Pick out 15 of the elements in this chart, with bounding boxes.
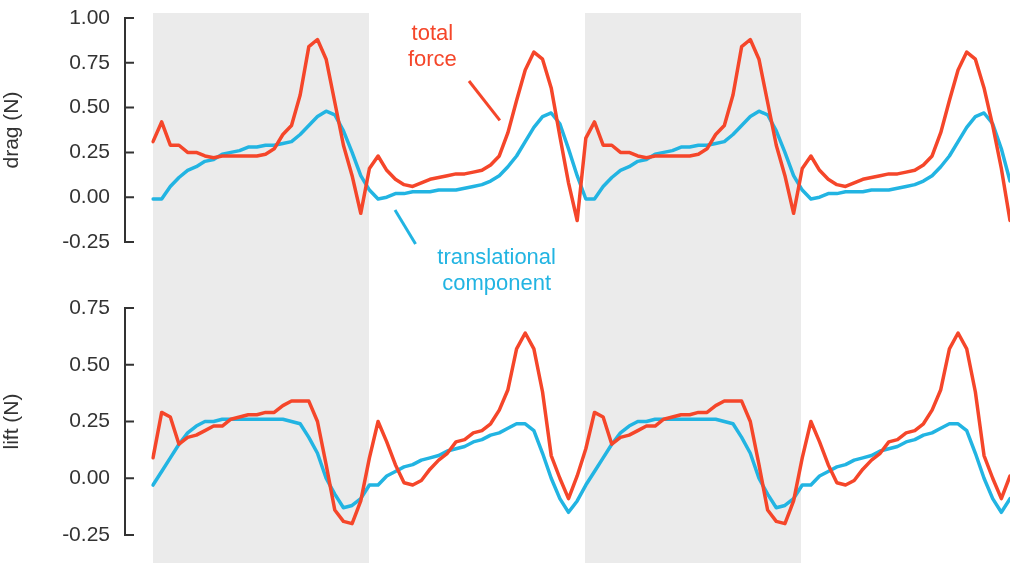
y-axis-title: drag (N) <box>0 91 23 169</box>
y-tick-label: 0.00 <box>69 184 110 207</box>
text: translational component <box>437 244 556 296</box>
y-axis-title: lift (N) <box>0 393 23 450</box>
y-tick-label: 0.25 <box>69 139 110 163</box>
y-tick-label: 0.50 <box>69 351 110 375</box>
y-tick-label: 0.75 <box>69 49 110 73</box>
y-tick-label: 0.75 <box>69 294 110 318</box>
y-tick-label: 0.50 <box>69 94 110 118</box>
y-tick-label: -0.25 <box>62 228 110 252</box>
text: total force <box>407 20 457 72</box>
y-tick-label: 0.00 <box>69 465 110 489</box>
y-tick-label: 1.00 <box>69 4 110 28</box>
y-tick-label: -0.25 <box>62 521 110 545</box>
y-tick-label: 0.25 <box>69 408 110 432</box>
